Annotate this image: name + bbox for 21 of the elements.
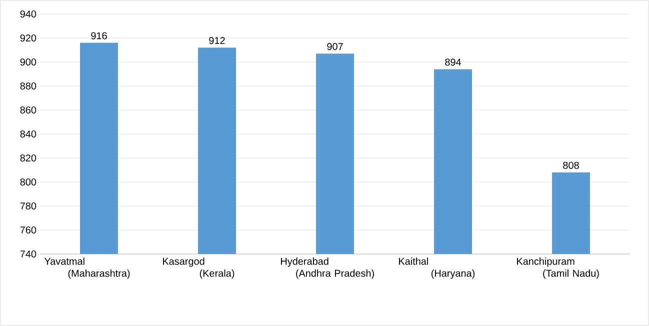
y-tick-label: 740 <box>20 250 36 258</box>
y-tick-label: 880 <box>20 82 36 90</box>
x-tick-label: Yavatmal (Maharashtra) <box>44 258 130 279</box>
y-tick-label: 800 <box>20 178 36 186</box>
x-tick-label: Kaithal (Haryana) <box>399 258 475 279</box>
data-label: 916 <box>91 32 107 40</box>
x-tick-label: Kasargod (Kerala) <box>163 258 234 279</box>
data-label: 808 <box>563 162 579 169</box>
data-label: 907 <box>327 43 343 50</box>
y-tick-label: 760 <box>20 226 36 234</box>
y-tick-label: 820 <box>20 154 36 162</box>
x-tick-label: Kanchipuram (Tamil Nadu) <box>517 258 599 279</box>
y-tick-label: 900 <box>20 58 36 66</box>
data-label: 912 <box>209 37 225 44</box>
y-tick-label: 840 <box>20 130 36 138</box>
data-label: 894 <box>445 58 462 66</box>
y-tick-label: 920 <box>20 34 36 42</box>
x-tick-label: Hyderabad (Andhra Pradesh) <box>281 258 374 279</box>
y-tick-label: 940 <box>20 10 36 18</box>
y-tick-label: 860 <box>20 106 36 114</box>
y-tick-label: 780 <box>20 202 36 210</box>
